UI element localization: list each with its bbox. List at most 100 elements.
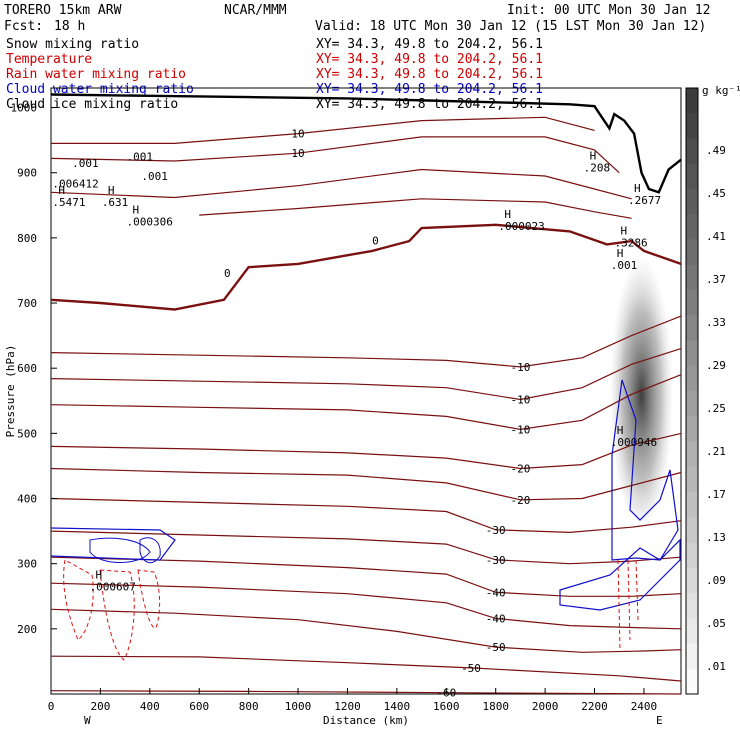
colorbar-swatch — [686, 239, 698, 266]
header: TORERO 15km ARW NCAR/MMM Init: 00 UTC Mo… — [4, 3, 711, 34]
x-tick-label: 1800 — [482, 700, 509, 713]
y-tick-label: 1000 — [11, 102, 38, 115]
colorbar-unit: g kg⁻¹ — [702, 84, 740, 97]
rain-water-contour — [63, 559, 94, 641]
colorbar-label: .01 — [706, 660, 726, 673]
y-tick-label: 600 — [17, 362, 37, 375]
temperature-contour — [50, 136, 620, 174]
y-axis-title: Pressure (hPa) — [4, 345, 17, 438]
max-value-label: .000946 — [611, 436, 657, 449]
colorbar-swatch — [686, 441, 698, 468]
colorbar-label: .33 — [706, 316, 726, 329]
colorbar-swatch — [686, 643, 698, 670]
colorbar-label: .21 — [706, 445, 726, 458]
legend-field-xy: XY= 34.3, 49.8 to 204.2, 56.1 — [316, 82, 543, 97]
colorbar-swatch — [686, 264, 698, 291]
temperature-contour — [50, 608, 682, 653]
x-axis-title: Distance (km) — [323, 714, 409, 727]
contour-label: -30 — [486, 524, 506, 537]
max-value-label: .001 — [127, 150, 154, 163]
legend-field-xy: XY= 34.3, 49.8 to 204.2, 56.1 — [316, 67, 543, 82]
legend-field-xy: XY= 34.3, 49.8 to 204.2, 56.1 — [316, 97, 543, 112]
max-value-label: .000306 — [127, 216, 173, 229]
contour-label: -50 — [486, 641, 506, 654]
colorbar-swatch — [686, 567, 698, 594]
temperature-contour — [199, 198, 632, 219]
high-marker: H — [620, 224, 627, 237]
colorbar-swatch — [686, 365, 698, 392]
colorbar-swatch — [686, 163, 698, 190]
colorbar-swatch — [686, 542, 698, 569]
legend-field-name: Rain water mixing ratio — [6, 67, 186, 82]
contour-label: 10 — [291, 147, 304, 160]
colorbar-swatch — [686, 340, 698, 367]
y-tick-label: 200 — [17, 623, 37, 636]
temperature-contour — [50, 374, 682, 431]
colorbar-swatch — [686, 290, 698, 316]
max-value-label: .000023 — [498, 220, 544, 233]
colorbar-label: .41 — [706, 230, 726, 243]
legend-field-name: Snow mixing ratio — [6, 37, 139, 52]
terrain-line — [50, 93, 682, 194]
contour-layer: -60-50-50-40-40-30-30-20-20-10-10-101010… — [50, 93, 682, 700]
init-time: Init: 00 UTC Mon 30 Jan 12 — [507, 3, 711, 18]
plot-frame — [50, 87, 682, 695]
x-tick-label: 0 — [48, 700, 55, 713]
max-value-label: .001 — [72, 157, 99, 170]
temperature-contour — [50, 168, 632, 200]
contour-label: 10 — [291, 128, 304, 141]
colorbar-swatch — [686, 593, 698, 619]
rain-water-contour — [137, 569, 161, 629]
zero-isotherm-label: 0 — [224, 267, 231, 280]
max-value-label: .000607 — [89, 580, 135, 593]
y-tick-label: 300 — [17, 558, 37, 571]
legend-field-xy: XY= 34.3, 49.8 to 204.2, 56.1 — [316, 37, 543, 52]
colorbar-label: .37 — [706, 273, 726, 286]
colorbar-label: .45 — [706, 187, 726, 200]
x-tick-label: 200 — [90, 700, 110, 713]
valid-time: Valid: 18 UTC Mon 30 Jan 12 (15 LST Mon … — [315, 19, 706, 34]
y-tick-label: 900 — [17, 167, 37, 180]
contour-label: -50 — [461, 662, 481, 675]
max-value-label: .2677 — [628, 194, 661, 207]
colorbar-frame — [685, 87, 699, 695]
y-tick-label: 400 — [17, 493, 37, 506]
colorbar-label: .05 — [706, 617, 726, 630]
temperature-contour — [50, 348, 682, 401]
fcst-value: 18 h — [54, 19, 85, 34]
temperature-contour — [50, 556, 682, 597]
high-marker: H — [504, 208, 511, 221]
fcst-label: Fcst: — [4, 19, 43, 34]
colorbar-swatch — [686, 315, 698, 341]
contour-label: -20 — [510, 463, 530, 476]
x-tick-label: 400 — [140, 700, 160, 713]
high-marker: H — [634, 182, 641, 195]
contour-label: -10 — [510, 393, 530, 406]
colorbar-swatch — [686, 214, 698, 240]
temperature-contour — [50, 315, 682, 368]
contour-label: -30 — [486, 554, 506, 567]
max-value-label: .5471 — [52, 196, 85, 209]
max-value-label: .3286 — [614, 236, 647, 249]
high-marker: H — [133, 204, 140, 217]
field-legend: Snow mixing ratio XY= 34.3, 49.8 to 204.2… — [6, 37, 543, 112]
x-tick-label: 2400 — [631, 700, 658, 713]
contour-label: -10 — [510, 423, 530, 436]
contour-label: -40 — [486, 612, 506, 625]
high-marker: H — [95, 568, 102, 581]
colorbar: .49 .45 .41 .37 .33 .29 .25 .21 .17 .13 .09 .05 .01 — [685, 87, 726, 695]
legend-field-name: Temperature — [6, 52, 92, 67]
annotation-layer: H.000607H.000946H.000023H.000306H.001H.3… — [52, 149, 661, 593]
colorbar-label: .13 — [706, 531, 726, 544]
contour-label: -10 — [510, 361, 530, 374]
temperature-contour — [51, 116, 595, 144]
x-tick-label: 2200 — [581, 700, 608, 713]
model-title: TORERO 15km ARW — [4, 3, 122, 18]
colorbar-label: .49 — [706, 144, 726, 157]
y-tick-label: 700 — [17, 297, 37, 310]
temperature-contour — [50, 655, 682, 682]
cloud-water-contour — [611, 379, 679, 561]
legend-field-name: Cloud water mixing ratio — [6, 82, 194, 97]
east-label: E — [656, 714, 663, 727]
